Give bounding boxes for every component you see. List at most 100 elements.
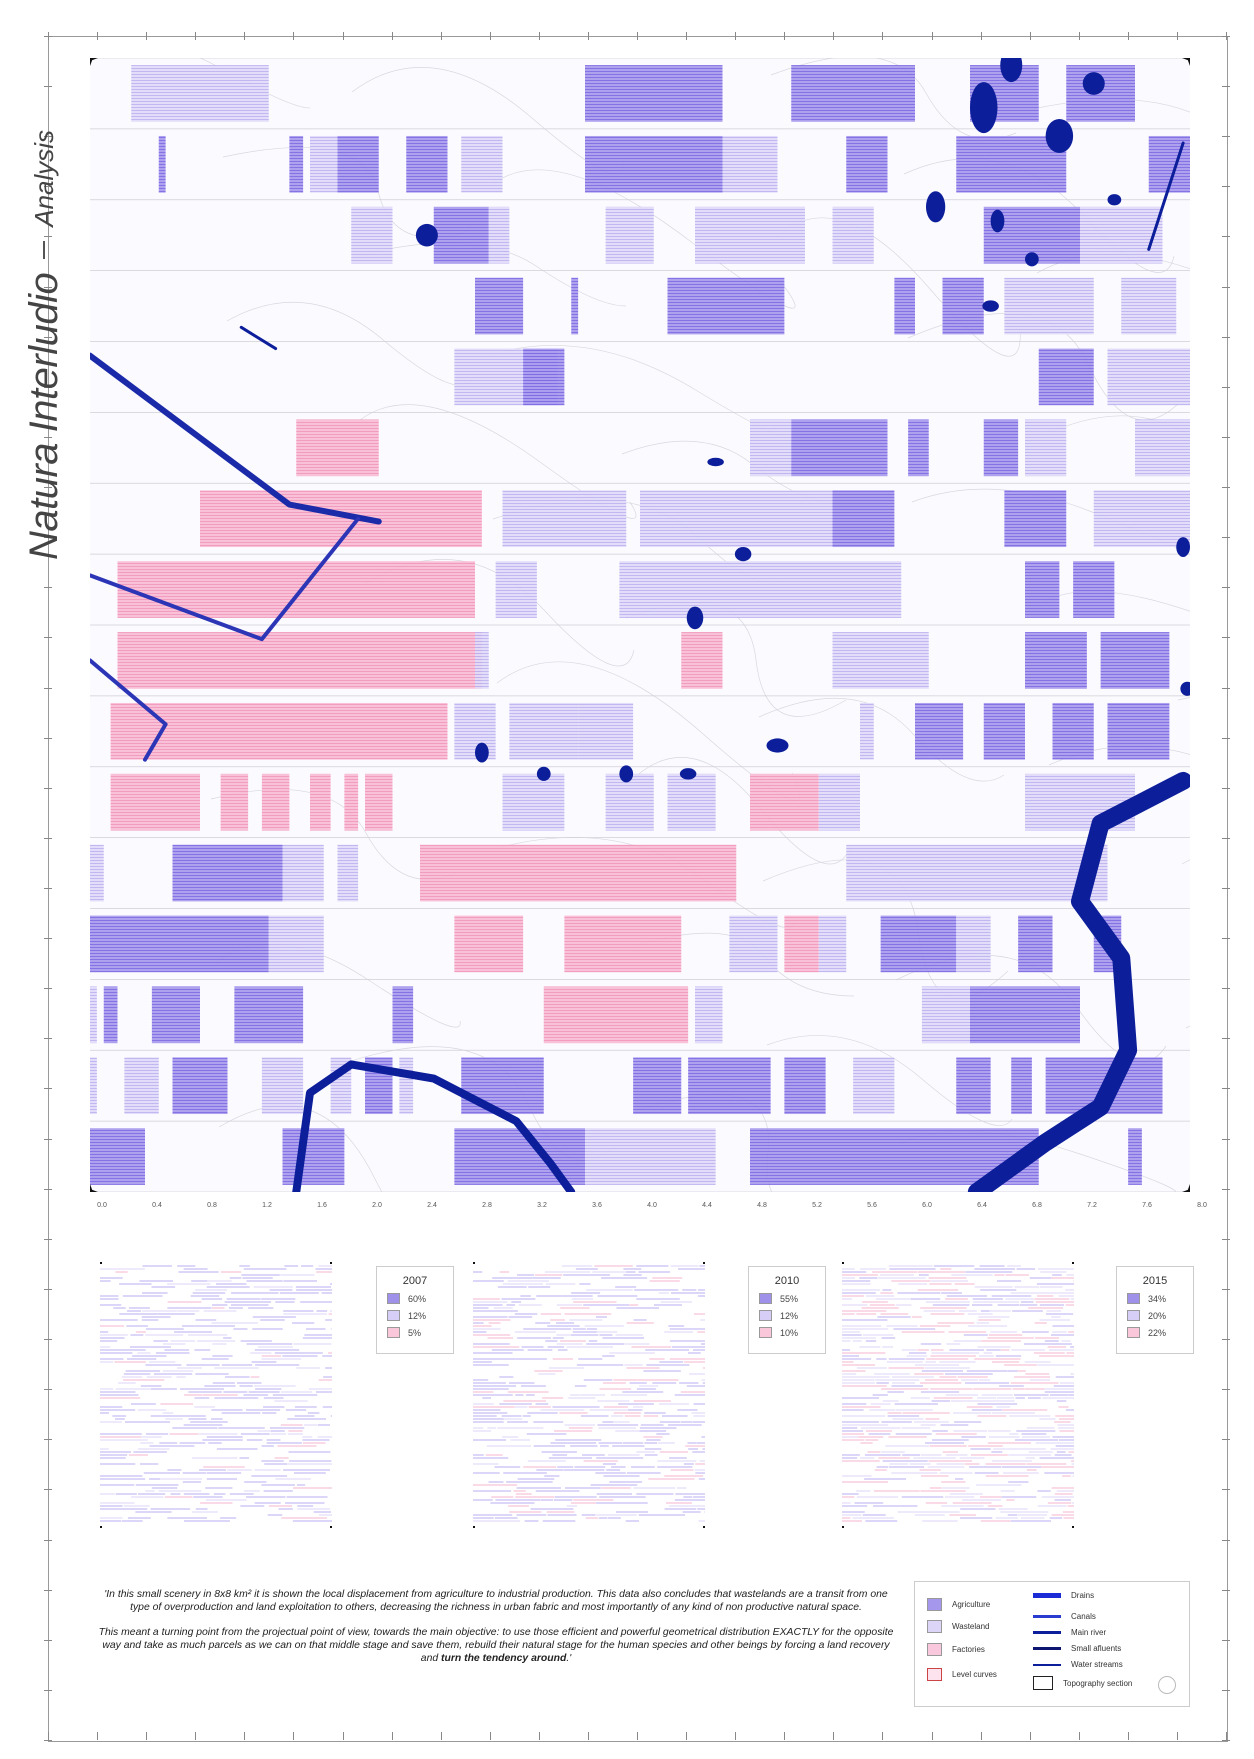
- parcel-agriculture[interactable]: [1100, 632, 1170, 689]
- parcel-wasteland[interactable]: [502, 490, 627, 548]
- parcel-wasteland[interactable]: [750, 419, 792, 477]
- parcel-factories[interactable]: [344, 773, 359, 831]
- parcel-agriculture[interactable]: [1018, 915, 1053, 973]
- parcel-wasteland[interactable]: [509, 702, 579, 760]
- parcel-factories[interactable]: [220, 773, 249, 831]
- parcel-factories[interactable]: [365, 773, 393, 831]
- parcel-agriculture[interactable]: [585, 65, 723, 122]
- parcel-wasteland[interactable]: [729, 915, 778, 973]
- parcel-agriculture[interactable]: [846, 135, 888, 193]
- parcel-agriculture[interactable]: [1052, 702, 1094, 760]
- parcel-agriculture[interactable]: [90, 915, 269, 973]
- parcel-wasteland[interactable]: [351, 206, 393, 264]
- parcel-agriculture[interactable]: [523, 348, 565, 406]
- parcel-wasteland[interactable]: [1093, 490, 1190, 548]
- parcel-factories[interactable]: [310, 773, 331, 831]
- parcel-agriculture[interactable]: [585, 135, 723, 193]
- parcel-wasteland[interactable]: [310, 135, 338, 193]
- parcel-wasteland[interactable]: [1025, 419, 1067, 477]
- parcel-agriculture[interactable]: [454, 1128, 585, 1185]
- parcel-wasteland[interactable]: [695, 986, 723, 1044]
- main-map[interactable]: [90, 58, 1190, 1192]
- parcel-agriculture[interactable]: [90, 1128, 145, 1185]
- parcel-wasteland[interactable]: [605, 206, 654, 264]
- parcel-factories[interactable]: [110, 773, 200, 831]
- parcel-wasteland[interactable]: [578, 702, 634, 760]
- parcel-wasteland[interactable]: [921, 986, 970, 1044]
- parcel-agriculture[interactable]: [633, 1057, 682, 1115]
- parcel-wasteland[interactable]: [605, 773, 654, 831]
- parcel-wasteland[interactable]: [1107, 348, 1191, 406]
- parcel-agriculture[interactable]: [1011, 1057, 1032, 1115]
- parcel-agriculture[interactable]: [172, 1057, 228, 1115]
- parcel-agriculture[interactable]: [1025, 561, 1060, 618]
- parcel-wasteland[interactable]: [956, 915, 991, 973]
- parcel-wasteland[interactable]: [640, 490, 833, 548]
- parcel-wasteland[interactable]: [1080, 206, 1163, 264]
- parcel-wasteland[interactable]: [695, 206, 805, 264]
- parcel-agriculture[interactable]: [172, 844, 283, 902]
- parcel-wasteland[interactable]: [268, 915, 324, 973]
- parcel-agriculture[interactable]: [832, 490, 895, 548]
- parcel-factories[interactable]: [784, 915, 819, 973]
- parcel-wasteland[interactable]: [90, 1057, 97, 1115]
- parcel-wasteland[interactable]: [454, 702, 496, 760]
- parcel-wasteland[interactable]: [1135, 419, 1190, 477]
- parcel-factories[interactable]: [261, 773, 290, 831]
- parcel-agriculture[interactable]: [1073, 561, 1115, 618]
- parcel-wasteland[interactable]: [1121, 277, 1177, 335]
- parcel-wasteland[interactable]: [90, 986, 97, 1044]
- parcel-agriculture[interactable]: [688, 1057, 723, 1115]
- parcel-agriculture[interactable]: [1107, 702, 1170, 760]
- mini-map-2015[interactable]: [842, 1262, 1074, 1528]
- parcel-wasteland[interactable]: [495, 561, 537, 618]
- parcel-agriculture[interactable]: [158, 135, 166, 193]
- parcel-agriculture[interactable]: [406, 135, 448, 193]
- parcel-agriculture[interactable]: [289, 135, 304, 193]
- parcel-agriculture[interactable]: [784, 1057, 826, 1115]
- parcel-agriculture[interactable]: [908, 419, 929, 477]
- parcel-factories[interactable]: [117, 561, 476, 618]
- parcel-wasteland[interactable]: [832, 632, 929, 689]
- parcel-wasteland[interactable]: [461, 135, 503, 193]
- parcel-agriculture[interactable]: [475, 277, 524, 335]
- parcel-wasteland[interactable]: [261, 1057, 304, 1115]
- mini-map-2010[interactable]: [473, 1262, 705, 1528]
- parcel-agriculture[interactable]: [337, 135, 379, 193]
- parcel-wasteland[interactable]: [585, 1128, 716, 1185]
- parcel-agriculture[interactable]: [234, 986, 304, 1044]
- parcel-wasteland[interactable]: [853, 1057, 895, 1115]
- parcel-agriculture[interactable]: [282, 1128, 345, 1185]
- parcel-factories[interactable]: [110, 702, 448, 760]
- parcel-agriculture[interactable]: [983, 702, 1025, 760]
- parcel-factories[interactable]: [454, 915, 524, 973]
- parcel-agriculture[interactable]: [722, 1057, 771, 1115]
- parcel-agriculture[interactable]: [1128, 1128, 1142, 1185]
- parcel-wasteland[interactable]: [818, 773, 860, 831]
- parcel-wasteland[interactable]: [846, 844, 1025, 902]
- parcel-factories[interactable]: [543, 986, 689, 1044]
- parcel-agriculture[interactable]: [791, 65, 915, 122]
- parcel-agriculture[interactable]: [433, 206, 489, 264]
- parcel-wasteland[interactable]: [282, 844, 324, 902]
- parcel-agriculture[interactable]: [894, 277, 915, 335]
- parcel-agriculture[interactable]: [942, 277, 984, 335]
- parcel-agriculture[interactable]: [461, 1057, 544, 1115]
- parcel-agriculture[interactable]: [392, 986, 414, 1044]
- parcel-factories[interactable]: [750, 773, 819, 831]
- parcel-agriculture[interactable]: [915, 702, 964, 760]
- parcel-agriculture[interactable]: [667, 277, 785, 335]
- parcel-agriculture[interactable]: [1025, 632, 1087, 689]
- parcel-agriculture[interactable]: [983, 419, 1019, 477]
- parcel-factories[interactable]: [420, 844, 737, 902]
- parcel-factories[interactable]: [117, 632, 482, 689]
- parcel-factories[interactable]: [296, 419, 379, 477]
- parcel-agriculture[interactable]: [956, 135, 1067, 193]
- parcel-factories[interactable]: [681, 632, 723, 689]
- parcel-wasteland[interactable]: [860, 702, 874, 760]
- parcel-agriculture[interactable]: [880, 915, 957, 973]
- parcel-wasteland[interactable]: [1004, 277, 1094, 335]
- parcel-agriculture[interactable]: [970, 986, 1080, 1044]
- parcel-agriculture[interactable]: [1038, 348, 1094, 406]
- parcel-wasteland[interactable]: [619, 561, 902, 618]
